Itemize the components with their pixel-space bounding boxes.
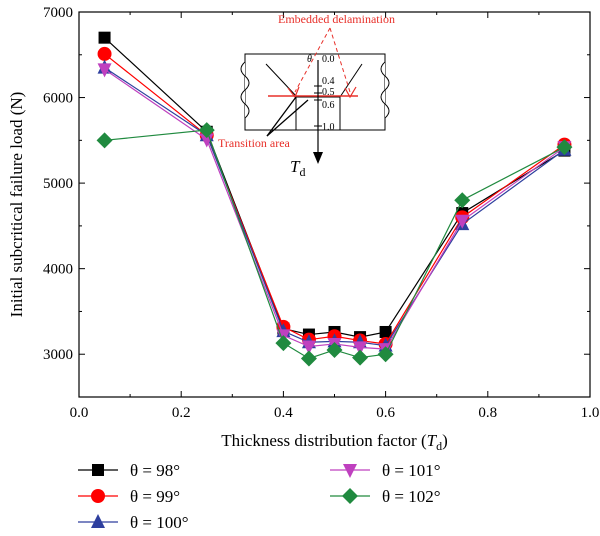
inset-theta-symbol: θ bbox=[307, 54, 312, 65]
inset-left-wall bbox=[265, 63, 298, 98]
data-point bbox=[199, 133, 214, 148]
y-tick-label: 4000 bbox=[43, 262, 73, 278]
legend-label: θ = 98° bbox=[130, 461, 180, 480]
data-point bbox=[198, 122, 215, 139]
y-axis-label: Initial subcritical failure load (N) bbox=[7, 92, 26, 318]
data-point bbox=[379, 325, 392, 338]
legend-marker bbox=[343, 464, 357, 478]
data-point bbox=[556, 139, 573, 156]
data-point bbox=[455, 214, 470, 229]
series-line bbox=[104, 68, 565, 350]
inset-label-transition: Transition area bbox=[218, 136, 291, 150]
legend-label: θ = 102° bbox=[382, 487, 441, 506]
x-axis-label: Thickness distribution factor (Td) bbox=[221, 431, 448, 453]
data-point bbox=[97, 63, 112, 78]
inset-left-break bbox=[240, 61, 250, 119]
inset-plate bbox=[244, 53, 386, 131]
y-tick-label: 3000 bbox=[43, 347, 73, 363]
inset-scale-0: 0.0 bbox=[322, 54, 335, 65]
x-tick-label: 0.6 bbox=[376, 405, 395, 421]
data-point bbox=[454, 192, 471, 209]
legend-label: θ = 99° bbox=[130, 487, 180, 506]
series-4 bbox=[96, 122, 573, 367]
data-point bbox=[97, 46, 112, 61]
inset-label-delamination: Embedded delamination bbox=[278, 12, 395, 26]
inset-schematic: θ 0.0 0.4 0.5 0.6 1.0 Embedded delaminat… bbox=[218, 12, 395, 179]
inset-scale-4: 1.0 bbox=[322, 122, 335, 133]
data-series bbox=[96, 31, 573, 367]
data-point bbox=[353, 341, 368, 356]
x-tick-label: 0.0 bbox=[70, 405, 89, 421]
legend-marker bbox=[92, 464, 104, 476]
inset-td-label: Td bbox=[290, 157, 305, 179]
legend-marker bbox=[91, 489, 105, 503]
x-tick-label: 0.4 bbox=[274, 405, 293, 421]
inset-scale-2: 0.5 bbox=[322, 87, 335, 98]
legend-entry: θ = 100° bbox=[78, 513, 189, 532]
inset-td-arrowhead bbox=[313, 152, 323, 164]
x-tick-label: 0.2 bbox=[172, 405, 191, 421]
inset-right-break bbox=[380, 61, 390, 119]
data-point bbox=[377, 346, 394, 363]
legend-entry: θ = 101° bbox=[330, 461, 441, 480]
legend-label: θ = 101° bbox=[382, 461, 441, 480]
legend-entry: θ = 102° bbox=[330, 487, 441, 506]
legend-entry: θ = 98° bbox=[78, 461, 180, 480]
legend-marker bbox=[342, 488, 358, 504]
x-tick-label: 0.8 bbox=[478, 405, 497, 421]
data-point bbox=[300, 350, 317, 367]
data-point bbox=[98, 31, 111, 44]
x-tick-label: 1.0 bbox=[581, 405, 600, 421]
legend-marker bbox=[91, 514, 105, 528]
series-line bbox=[104, 37, 565, 338]
series-0 bbox=[98, 31, 571, 344]
series-3 bbox=[97, 63, 572, 358]
legend-label: θ = 100° bbox=[130, 513, 189, 532]
data-point bbox=[275, 335, 292, 352]
legend-entry: θ = 99° bbox=[78, 487, 180, 506]
inset-transition-pointer-1 bbox=[266, 96, 297, 137]
y-tick-label: 5000 bbox=[43, 176, 73, 192]
inset-dash-left bbox=[294, 27, 331, 93]
data-point bbox=[352, 349, 369, 366]
inset-transition-pointer-2 bbox=[266, 99, 309, 137]
y-tick-label: 6000 bbox=[43, 91, 73, 107]
series-2 bbox=[97, 59, 572, 352]
inset-right-wall bbox=[339, 63, 363, 98]
inset-scale-1: 0.4 bbox=[322, 76, 335, 87]
series-1 bbox=[97, 46, 572, 351]
plot-axes: 0.0 0.2 0.4 0.6 0.8 1.0 3000 4000 5000 6000 7000 Th… bbox=[7, 5, 599, 453]
inset-scale-3: 0.6 bbox=[322, 100, 335, 111]
data-point bbox=[96, 132, 113, 149]
data-point bbox=[301, 340, 316, 355]
series-line bbox=[104, 129, 565, 360]
legend: θ = 98° θ = 99° θ = 100° θ = 101° θ = 102° bbox=[78, 461, 441, 532]
y-tick-label: 7000 bbox=[43, 5, 73, 21]
data-point bbox=[326, 341, 343, 358]
